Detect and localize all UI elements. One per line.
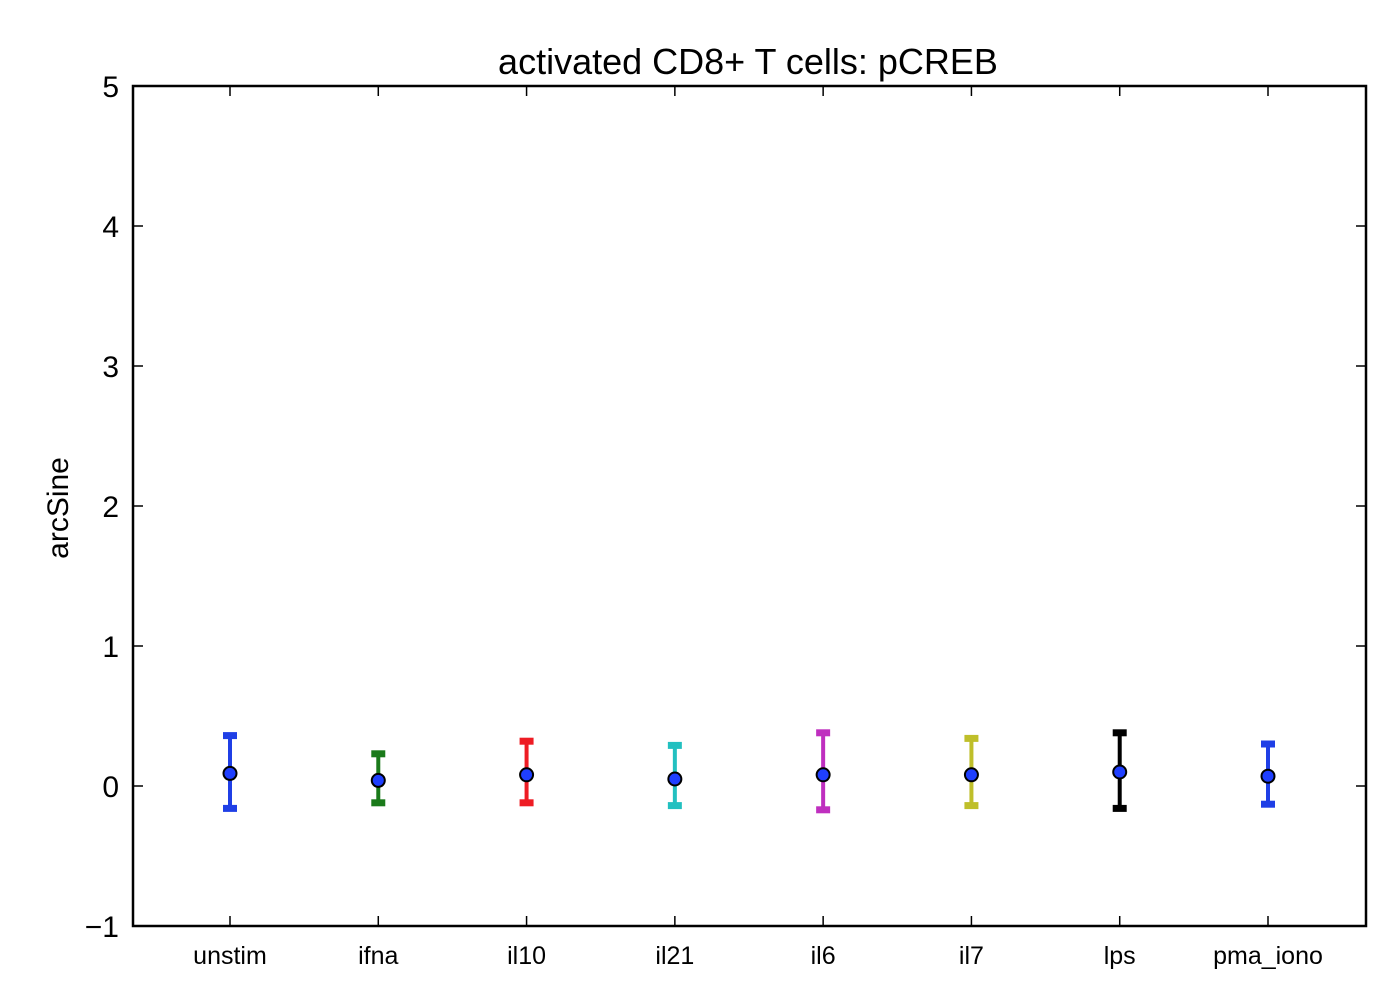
y-tick-label: 0: [102, 771, 119, 804]
x-tick-label: il7: [959, 942, 984, 970]
mean-marker: [963, 767, 979, 783]
y-tick-label: 4: [102, 211, 119, 244]
mean-marker: [1112, 764, 1128, 780]
x-axis-ticks: unstim ifna il10 il21 il6 il7 lps pma_iono: [193, 86, 1323, 970]
error-bar-il21: [667, 741, 683, 810]
y-axis-label: arcSine: [42, 457, 75, 559]
x-tick-label: il10: [507, 942, 546, 970]
error-bar-il6: [815, 729, 831, 814]
y-tick-label: 1: [102, 631, 119, 664]
error-bar-ifna: [370, 750, 386, 807]
error-bar-unstim: [222, 732, 238, 812]
x-tick-label: il21: [655, 942, 694, 970]
mean-marker: [370, 772, 386, 788]
plot-frame: [131, 84, 1368, 928]
mean-marker: [222, 765, 238, 781]
axes: [131, 84, 1368, 928]
error-bar-il10: [519, 737, 535, 807]
error-bar-il7: [963, 734, 979, 810]
y-tick-label: 3: [102, 351, 119, 384]
mean-marker: [519, 767, 535, 783]
y-tick-label: 5: [102, 71, 119, 104]
mean-marker: [815, 767, 831, 783]
x-tick-label: pma_iono: [1213, 942, 1323, 970]
error-bar-pma_iono: [1260, 740, 1276, 808]
x-tick-label: il6: [811, 942, 836, 970]
y-tick-label: 2: [102, 491, 119, 524]
error-bar-lps: [1112, 729, 1128, 812]
x-tick-label: unstim: [193, 942, 267, 970]
mean-marker: [1260, 768, 1276, 784]
y-tick-label: −1: [85, 911, 119, 944]
y-axis-ticks: −1 0 1 2 3 4 5: [85, 71, 1366, 944]
x-tick-label: ifna: [358, 942, 398, 970]
x-tick-label: lps: [1104, 942, 1136, 970]
chart-title: activated CD8+ T cells: pCREB: [498, 41, 998, 82]
mean-marker: [667, 771, 683, 787]
error-bar-series: [222, 729, 1276, 814]
